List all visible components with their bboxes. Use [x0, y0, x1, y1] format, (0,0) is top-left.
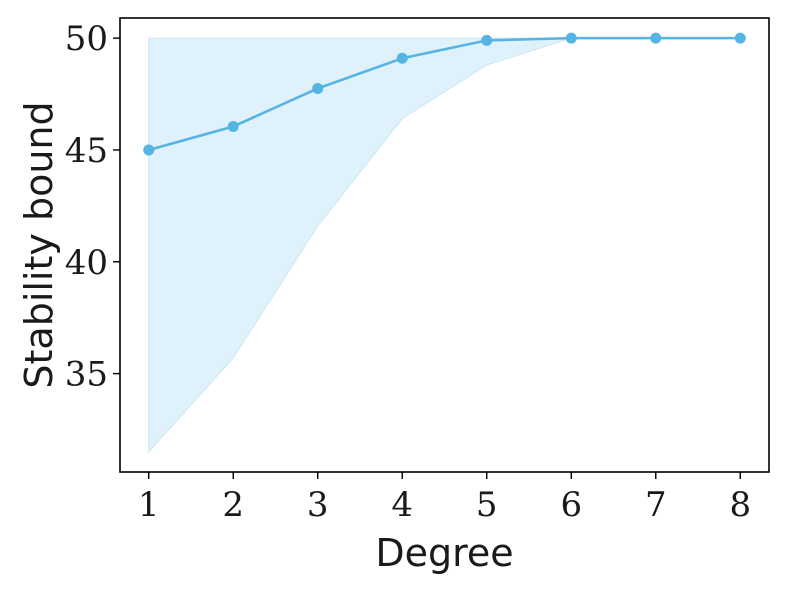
y-tick-label: 45: [65, 131, 108, 171]
x-tick-label: 6: [560, 485, 582, 525]
series-line-layer: [148, 36, 741, 152]
x-tick-label: 8: [729, 485, 751, 525]
data-point: [312, 82, 324, 94]
y-tick-label: 50: [65, 19, 108, 59]
data-point: [481, 34, 493, 46]
x-tick-label: 5: [476, 485, 498, 525]
x-tick-label: 2: [222, 485, 244, 525]
x-axis-label: Degree: [375, 531, 513, 575]
data-point: [650, 32, 662, 44]
data-point: [734, 32, 746, 44]
data-point: [565, 32, 577, 44]
y-axis-ticks: 35 40 45 50: [65, 19, 120, 395]
x-tick-label: 7: [645, 485, 667, 525]
y-tick-label: 35: [65, 355, 108, 395]
data-points-layer: [143, 32, 746, 156]
data-point: [227, 120, 239, 132]
data-point: [143, 144, 155, 156]
y-axis-label: Stability bound: [17, 101, 61, 388]
x-tick-label: 3: [307, 485, 329, 525]
x-tick-label: 1: [138, 485, 160, 525]
x-tick-label: 4: [391, 485, 413, 525]
plot-frame: [119, 17, 770, 473]
y-tick-label: 40: [65, 243, 108, 283]
series-0-line: [148, 36, 741, 152]
x-axis-ticks: 1 2 3 4 5 6 7 8: [138, 472, 751, 525]
series-0-band: [148, 37, 741, 454]
confidence-band-layer: [148, 37, 741, 454]
data-point: [396, 52, 408, 64]
